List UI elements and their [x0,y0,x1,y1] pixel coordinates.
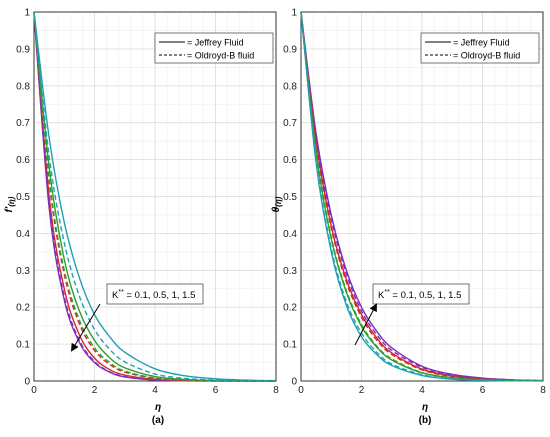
series-lines [33,11,277,382]
y-tick-label: 0.2 [16,303,30,314]
plot-frame [33,11,277,382]
y-axis-label: f'(η) [4,196,16,212]
annotation: K** = 0.1, 0.5, 1, 1.5 [354,283,470,346]
y-tick-label: 0.2 [283,303,297,314]
annotation-text-sup: ** [384,289,390,296]
x-tick-label: 8 [540,385,546,396]
annotation-text-rest: = 0.1, 0.5, 1, 1.5 [124,290,196,301]
y-axis-label-sub: (η) [7,196,16,207]
panel-caption: (a) [152,415,164,426]
y-tick-label: 0.6 [283,155,297,166]
y-tick-label: 0.5 [16,192,30,203]
y-axis-label-main: θ [271,206,282,212]
x-tick-label: 6 [213,385,219,396]
legend-box [420,32,540,64]
y-tick-label: 0.7 [283,118,297,129]
x-tick-label: 8 [273,385,279,396]
annotation-box [106,283,204,305]
legend-label: = Jeffrey Fluid [187,38,244,48]
annotation: K** = 0.1, 0.5, 1, 1.5 [70,283,204,352]
y-tick-label: 0.7 [16,118,30,129]
y-tick-label: 0 [24,377,30,388]
annotation-text-sup: ** [118,289,124,296]
x-tick-label: 6 [480,385,486,396]
y-tick-label: 0.1 [16,340,30,351]
annotation-text: K** = 0.1, 0.5, 1, 1.5 [112,289,195,301]
y-tick-label: 0.6 [16,155,30,166]
annotation-arrow [354,303,377,346]
x-axis-label: η [422,402,428,413]
plot-frame [300,11,544,382]
panel-caption: (b) [419,415,432,426]
x-axis-label: η [155,402,161,413]
legend: = Jeffrey Fluid = Oldroyd-B fluid [420,32,540,64]
y-tick-label: 0.4 [16,229,30,240]
annotation-arrow [70,303,101,352]
x-tick-label: 2 [359,385,365,396]
y-tick-label: 0.9 [283,44,297,55]
y-tick-label: 0.3 [283,266,297,277]
y-tick-label: 0 [291,377,297,388]
legend-box [154,32,274,64]
y-axis-label-main: f' [4,206,15,212]
annotation-text-base: K [378,290,385,301]
series-line [300,11,544,382]
legend-label: = Oldroyd-B fluid [187,51,254,61]
y-tick-label: 1 [291,8,297,19]
annotation-box [372,283,470,305]
series-line [300,11,544,382]
annotation-text-base: K [112,290,119,301]
y-tick-label: 0.3 [16,266,30,277]
x-tick-label: 0 [298,385,304,396]
y-tick-label: 0.8 [16,81,30,92]
y-tick-label: 0.5 [283,192,297,203]
y-tick-label: 0.4 [283,229,297,240]
series-line [33,11,277,382]
legend-label: = Jeffrey Fluid [453,38,510,48]
x-tick-label: 4 [152,385,158,396]
legend: = Jeffrey Fluid = Oldroyd-B fluid [154,32,274,64]
x-tick-label: 0 [31,385,37,396]
y-tick-label: 0.9 [16,44,30,55]
series-line [33,11,277,382]
y-axis-label-sub: (η) [274,196,283,207]
annotation-text: K** = 0.1, 0.5, 1, 1.5 [378,289,461,301]
y-axis-label: θ(η) [271,196,283,212]
y-tick-label: 0.8 [283,81,297,92]
panel-b: 0 2 4 6 8 0 0.1 0.2 0.3 0.4 0.5 0.6 0.7 0.8 0.9 1 η (b) θ(… [271,8,546,427]
y-tick-label: 0.1 [283,340,297,351]
legend-label: = Oldroyd-B fluid [453,51,520,61]
x-tick-label: 2 [92,385,98,396]
annotation-text-rest: = 0.1, 0.5, 1, 1.5 [390,290,462,301]
y-tick-label: 1 [24,8,30,19]
panel-a: 0 2 4 6 8 0 0.1 0.2 0.3 0.4 0.5 0.6 0.7 0.8 0.9 1 η (a) f'… [4,8,279,427]
series-lines [300,11,544,382]
x-tick-label: 4 [419,385,425,396]
series-line [33,11,277,382]
